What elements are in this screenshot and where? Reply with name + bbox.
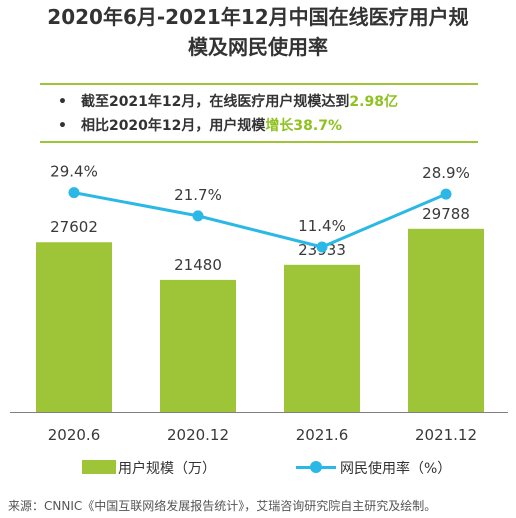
x-tick-label: 2021.6 (296, 426, 349, 444)
source-note: 来源：CNNIC《中国互联网络发展报告统计》，艾瑞咨询研究院自主研究及绘制。 (8, 499, 437, 513)
bar-value-label: 29788 (422, 205, 470, 223)
line-value-label: 28.9% (422, 164, 470, 182)
x-tick-label: 2021.12 (415, 426, 477, 444)
highlight-1-text: 截至2021年12月，在线医疗用户规模达到 (80, 94, 350, 110)
bullet-icon: • (58, 94, 67, 110)
highlight-1-value: 2.98亿 (349, 94, 398, 110)
line-point (192, 210, 204, 222)
bar (160, 279, 236, 412)
legend: 用户规模（万） 网民使用率（%） (0, 457, 516, 479)
x-tick-label: 2020.6 (48, 426, 101, 444)
bar (36, 242, 112, 412)
line-value-label: 29.4% (50, 163, 98, 181)
line-value-label: 11.4% (298, 217, 346, 235)
line-series (73, 191, 447, 249)
highlight-2-value: 增长38.7% (265, 118, 342, 134)
chart-title: 2020年6月-2021年12月中国在线医疗用户规 模及网民使用率 (0, 2, 516, 62)
legend-line-dot (310, 461, 322, 473)
highlight-2-text: 相比2020年12月，用户规模 (80, 118, 266, 134)
line-value-label: 21.7% (174, 186, 222, 204)
bar (284, 264, 360, 412)
legend-line-label: 网民使用率（%） (340, 461, 452, 477)
bar-value-label: 21480 (174, 256, 222, 274)
legend-bar-swatch (82, 460, 116, 474)
line-point (68, 187, 80, 199)
line-point (316, 241, 328, 253)
highlight-line-1: • 截至2021年12月，在线医疗用户规模达到2.98亿 (58, 91, 398, 111)
chart-title-line-1: 2020年6月-2021年12月中国在线医疗用户规 (47, 5, 469, 29)
highlight-line-2: • 相比2020年12月，用户规模增长38.7% (58, 115, 342, 135)
legend-bar-label: 用户规模（万） (118, 461, 216, 477)
x-tick-label: 2020.12 (167, 426, 229, 444)
bar (408, 228, 484, 412)
chart-title-line-2: 模及网民使用率 (188, 35, 328, 59)
highlight-box: • 截至2021年12月，在线医疗用户规模达到2.98亿 • 相比2020年12月，… (40, 83, 478, 143)
line-point (440, 188, 452, 200)
bar-value-label: 27602 (50, 218, 98, 236)
bullet-icon: • (58, 118, 67, 134)
chart-plot: 276022020.6214802020.12239332021.6297882… (10, 163, 508, 444)
